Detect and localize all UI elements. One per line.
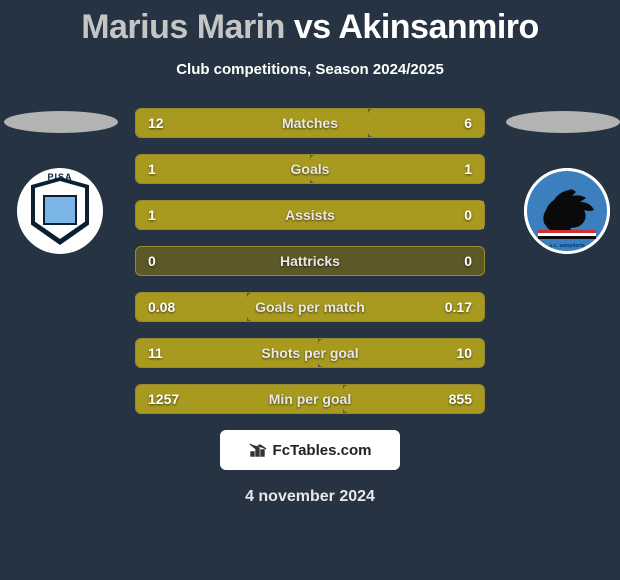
stat-label: Hattricks bbox=[136, 247, 484, 277]
chart-icon bbox=[249, 442, 269, 458]
stats-list: 126Matches 11Goals 10Assists 00Hattricks 0.0… bbox=[135, 108, 485, 414]
team-badge-right: u.c. sampdoria bbox=[524, 168, 610, 254]
stat-label: Goals bbox=[136, 155, 484, 185]
stat-label: Goals per match bbox=[136, 293, 484, 323]
stat-row: 1110Shots per goal bbox=[135, 338, 485, 368]
stat-label: Shots per goal bbox=[136, 339, 484, 369]
shadow-ellipse-left bbox=[4, 111, 118, 133]
stat-row: 10Assists bbox=[135, 200, 485, 230]
stat-label: Matches bbox=[136, 109, 484, 139]
shadow-ellipse-right bbox=[506, 111, 620, 133]
player1-name: Marius Marin bbox=[81, 8, 285, 46]
pisa-shield-icon bbox=[31, 177, 89, 245]
stat-label: Min per goal bbox=[136, 385, 484, 415]
brand-text: FcTables.com bbox=[273, 442, 372, 459]
comparison-title: Marius Marin vs Akinsanmiro bbox=[0, 0, 620, 47]
player2-name: Akinsanmiro bbox=[338, 8, 538, 46]
stat-row: 126Matches bbox=[135, 108, 485, 138]
stat-row: 00Hattricks bbox=[135, 246, 485, 276]
sampdoria-badge-label: u.c. sampdoria bbox=[549, 243, 585, 249]
subtitle: Club competitions, Season 2024/2025 bbox=[0, 61, 620, 78]
pisa-badge-label: PISA bbox=[17, 172, 103, 182]
team-badge-left: PISA bbox=[17, 168, 103, 254]
stat-row: 0.080.17Goals per match bbox=[135, 292, 485, 322]
brand-pill: FcTables.com bbox=[220, 430, 400, 470]
vs-separator: vs bbox=[285, 8, 338, 46]
sampdoria-badge-icon: u.c. sampdoria bbox=[524, 168, 610, 254]
stat-row: 1257855Min per goal bbox=[135, 384, 485, 414]
date-line: 4 november 2024 bbox=[0, 488, 620, 506]
stat-row: 11Goals bbox=[135, 154, 485, 184]
stat-label: Assists bbox=[136, 201, 484, 231]
comparison-body: PISA u.c. sampdoria 126Matches 11Goals 10A… bbox=[0, 108, 620, 506]
